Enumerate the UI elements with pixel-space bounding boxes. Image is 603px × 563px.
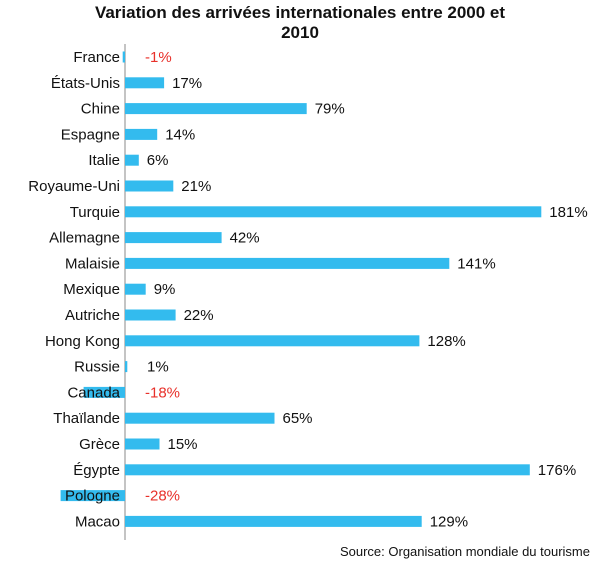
value-label-chine: 79% — [315, 101, 345, 118]
bar-canada — [83, 386, 125, 398]
category-label-russie: Russie — [74, 359, 120, 376]
category-label-italie: Italie — [88, 152, 120, 169]
value-label-thailande: 65% — [283, 410, 313, 427]
category-label-canada: Canada — [67, 384, 120, 401]
bar-royaume-uni — [125, 180, 174, 192]
value-label-royaume-uni: 21% — [181, 178, 211, 195]
bar-mexique — [125, 283, 146, 295]
category-label-royaume-uni: Royaume-Uni — [28, 178, 120, 195]
bar-france — [122, 51, 125, 63]
value-label-hong-kong: 128% — [427, 333, 465, 350]
bar-turquie — [125, 206, 542, 218]
category-label-etats-unis: États-Unis — [51, 75, 120, 92]
bar-etats-unis — [125, 77, 165, 89]
bar-egypte — [125, 464, 530, 476]
value-label-pologne: -28% — [145, 488, 180, 505]
category-label-chine: Chine — [81, 101, 120, 118]
bar-allemagne — [125, 232, 222, 244]
category-label-autriche: Autriche — [65, 307, 120, 324]
value-label-france: -1% — [145, 49, 172, 66]
value-label-grece: 15% — [168, 436, 198, 453]
value-label-espagne: 14% — [165, 126, 195, 143]
category-label-espagne: Espagne — [61, 126, 120, 143]
category-label-grece: Grèce — [79, 436, 120, 453]
bar-chine — [125, 103, 307, 115]
category-label-turquie: Turquie — [70, 204, 120, 221]
chart-title-line-2: 2010 — [281, 23, 319, 42]
value-label-turquie: 181% — [549, 204, 587, 221]
category-label-hong-kong: Hong Kong — [45, 333, 120, 350]
bar-espagne — [125, 128, 158, 140]
bar-hong-kong — [125, 335, 420, 347]
bar-pologne — [60, 490, 125, 502]
category-label-egypte: Égypte — [73, 462, 120, 479]
category-label-mexique: Mexique — [63, 281, 120, 298]
category-label-thailande: Thaïlande — [53, 410, 120, 427]
bar-italie — [125, 154, 139, 166]
value-label-autriche: 22% — [184, 307, 214, 324]
value-label-malaisie: 141% — [457, 255, 495, 272]
value-label-egypte: 176% — [538, 462, 576, 479]
bar-thailande — [125, 412, 275, 424]
source-note: Source: Organisation mondiale du tourism… — [340, 544, 590, 559]
value-label-macao: 129% — [430, 513, 468, 530]
bar-autriche — [125, 309, 176, 321]
category-label-macao: Macao — [75, 513, 120, 530]
bar-russie — [125, 361, 128, 373]
category-label-pologne: Pologne — [65, 488, 120, 505]
plot-area: France -1% États-Unis 17% Chine 79% Espagne 14%… — [28, 44, 588, 540]
value-label-italie: 6% — [147, 152, 169, 169]
chart-title-line-1: Variation des arrivées internationales e… — [95, 3, 505, 22]
bar-malaisie — [125, 257, 450, 269]
value-label-etats-unis: 17% — [172, 75, 202, 92]
category-label-france: France — [73, 49, 120, 66]
bar-grece — [125, 438, 160, 450]
value-label-allemagne: 42% — [230, 230, 260, 247]
value-label-russie: 1% — [147, 359, 169, 376]
bar-macao — [125, 515, 422, 527]
category-label-allemagne: Allemagne — [49, 230, 120, 247]
category-label-malaisie: Malaisie — [65, 255, 120, 272]
value-label-canada: -18% — [145, 384, 180, 401]
value-label-mexique: 9% — [154, 281, 176, 298]
